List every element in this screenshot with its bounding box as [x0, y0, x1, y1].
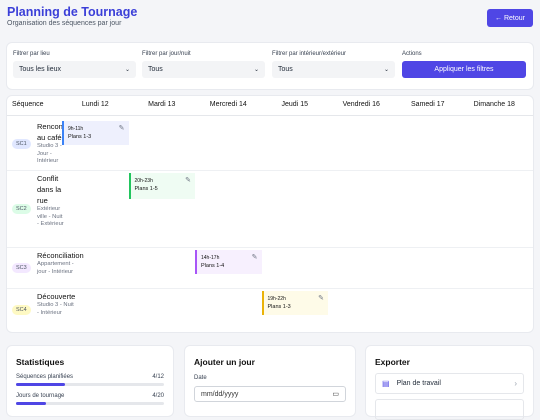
event-time: 14h-17h — [201, 255, 220, 261]
date-placeholder: mm/dd/yyyy — [201, 390, 239, 398]
column-header: Mardi 13 — [148, 101, 176, 108]
sequence-title: Conflit dans la rue — [37, 174, 62, 205]
row-divider — [7, 247, 533, 248]
add-day-title: Ajouter un jour — [194, 357, 255, 367]
chevron: ⌄ — [383, 67, 389, 73]
export-item[interactable]: ▤ Plan de travail › — [375, 373, 524, 394]
stat-label: Séquences planifiées — [16, 374, 74, 380]
chevron: › — [514, 379, 517, 388]
page-subtitle: Organisation des séquences par jour — [7, 20, 122, 27]
sequence-title: Réconciliation — [37, 251, 84, 260]
export-item[interactable] — [375, 399, 524, 420]
date-input[interactable]: mm/dd/yyyy ▭ — [194, 386, 346, 402]
progress-track — [16, 402, 164, 405]
progress-bar — [16, 402, 46, 405]
filter-select[interactable]: Tous ⌄ — [142, 61, 265, 78]
progress-track — [16, 383, 164, 386]
sequence-details: Studio 3 - Jour - Intérieur — [37, 143, 62, 164]
progress-bar — [16, 383, 66, 386]
chevron: ⌄ — [124, 67, 130, 73]
column-header: Mercredi 14 — [209, 101, 247, 108]
event[interactable]: 14h-17h Plans 1-4 ✎ — [195, 250, 262, 274]
sequence-code: SC2 — [12, 203, 31, 214]
filter-label: Filtrer par intérieur/extérieur — [272, 51, 347, 57]
event-shots: Plans 1-4 — [201, 263, 225, 269]
schedule: Séquence Lundi 12 Mardi 13 Mercredi 14 Jeudi… — [7, 96, 533, 332]
file-icon: ▤ — [382, 379, 390, 388]
page-title: Planning de Tournage — [7, 5, 138, 19]
event-shots: Plans 1-3 — [267, 304, 291, 310]
filter-panel: Filtrer par lieu Tous les lieux ⌄ Filtrer p… — [7, 43, 533, 89]
event[interactable]: 9h-11h Plans 1-3 ✎ — [62, 121, 129, 145]
row-divider — [7, 170, 533, 171]
event-shots: Plans 1-3 — [68, 134, 92, 140]
stat-value: 4/20 — [152, 393, 164, 399]
back-button[interactable]: ← Retour — [487, 9, 533, 27]
edit-icon[interactable]: ✎ — [251, 254, 258, 261]
edit-icon[interactable]: ✎ — [118, 125, 125, 132]
event-time: 9h-11h — [68, 126, 84, 132]
export-label: Plan de travail — [396, 380, 441, 387]
filter-value: Tous — [278, 66, 293, 73]
header-divider — [7, 115, 533, 116]
column-header: Vendredi 16 — [342, 101, 380, 108]
sequence-details: Extérieur ville - Nuit - Extérieur — [37, 206, 64, 227]
row-divider — [7, 288, 533, 289]
add-day-card: Ajouter un jour Date mm/dd/yyyy ▭ — [185, 346, 355, 416]
column-header: Dimanche 18 — [473, 101, 515, 108]
chevron: ⌄ — [253, 67, 259, 73]
sequence-title: Découverte — [37, 292, 76, 301]
stat-label: Jours de tournage — [16, 393, 65, 399]
page: Planning de Tournage Organisation des sé… — [7, 5, 533, 420]
stats-card: Statistiques Séquences planifiées 4/12 Jou… — [7, 346, 173, 416]
event-shots: Plans 1-5 — [134, 186, 158, 192]
filter-label: Filtrer par jour/nuit — [142, 51, 191, 57]
sequence-details: Studio 3 - Nuit - Intérieur — [37, 302, 74, 316]
filter-value: Tous les lieux — [19, 66, 62, 73]
stats-title: Statistiques — [16, 357, 65, 367]
edit-icon[interactable]: ✎ — [318, 295, 324, 302]
export-title: Exporter — [375, 357, 410, 367]
column-header: Lundi 12 — [81, 101, 109, 108]
filter-value: Tous — [148, 66, 163, 73]
stat-value: 4/12 — [152, 374, 164, 380]
export-card: Exporter ▤ Plan de travail › — [366, 346, 533, 420]
actions-label: Actions — [402, 51, 422, 57]
event-time: 19h-22h — [267, 296, 286, 302]
column-header: Samedi 17 — [411, 101, 445, 108]
filter-label: Filtrer par lieu — [13, 51, 50, 57]
column-header: Séquence — [12, 101, 44, 108]
filter-select[interactable]: Tous les lieux ⌄ — [13, 61, 136, 78]
sequence-code: SC4 — [12, 305, 31, 315]
apply-button[interactable]: Appliquer les filtres — [402, 61, 526, 78]
sequence-title: Rencontre au café — [37, 122, 72, 142]
sequence-details: Appartement - jour - Intérieur — [37, 261, 74, 275]
edit-icon[interactable]: ✎ — [185, 177, 191, 184]
sequence-code: SC1 — [12, 139, 31, 149]
date-label: Date — [194, 375, 207, 381]
event[interactable]: 20h-23h Plans 1-5 ✎ — [128, 173, 195, 199]
column-header: Jeudi 15 — [281, 101, 308, 108]
event[interactable]: 19h-22h Plans 1-3 ✎ — [261, 291, 328, 315]
event-time: 20h-23h — [134, 178, 153, 184]
filter-select[interactable]: Tous ⌄ — [272, 61, 395, 78]
sequence-code: SC3 — [12, 262, 31, 273]
